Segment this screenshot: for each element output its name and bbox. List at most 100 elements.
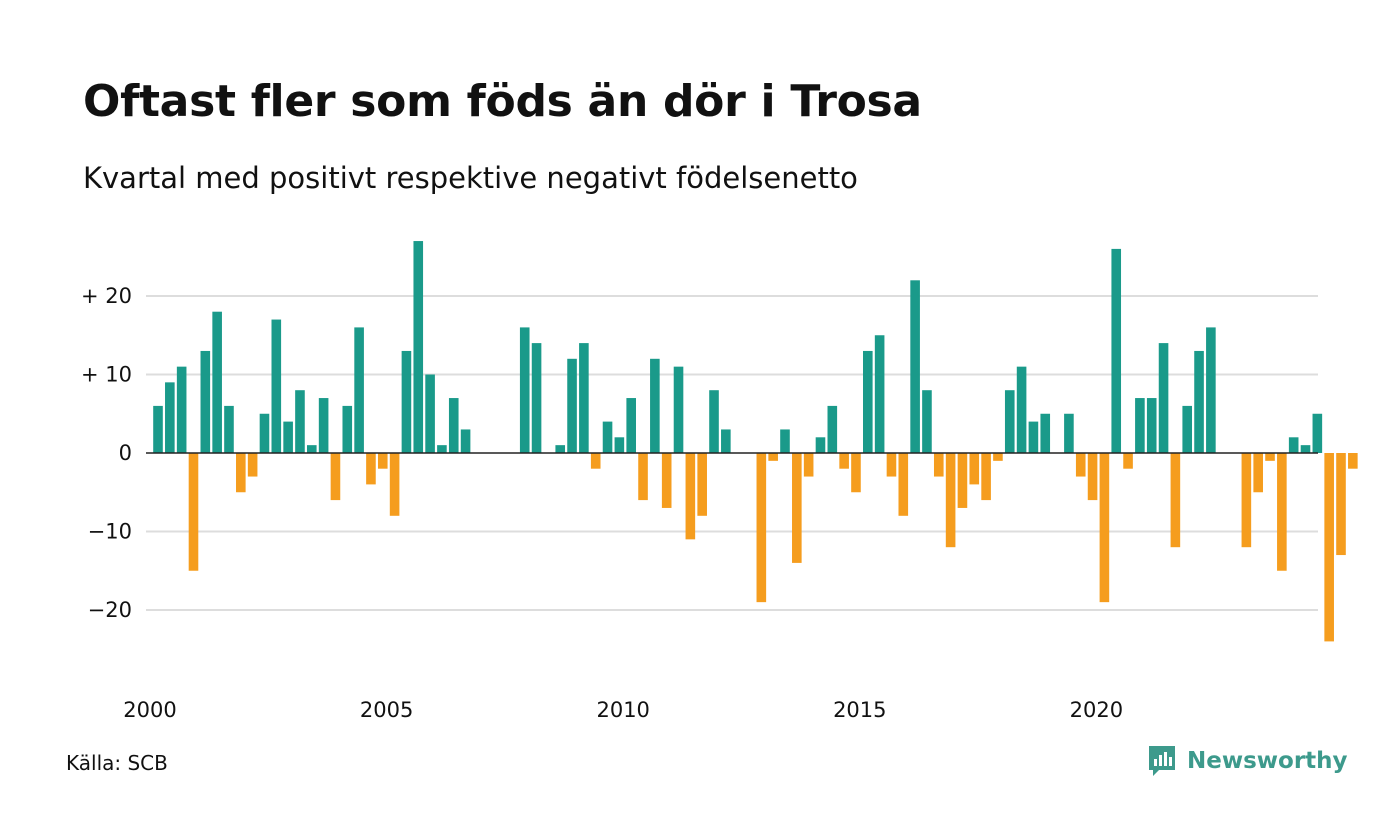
bar-positive xyxy=(1040,413,1051,453)
bar-positive xyxy=(1182,405,1193,453)
newsworthy-logo-icon xyxy=(1149,746,1175,776)
bar-positive xyxy=(863,350,873,453)
bar-positive xyxy=(1135,398,1145,453)
bar-negative xyxy=(1265,453,1275,461)
bar-positive xyxy=(212,311,222,453)
bar-negative xyxy=(886,453,897,477)
bar-positive xyxy=(1028,421,1039,453)
bar-negative xyxy=(1075,453,1086,477)
bar-negative xyxy=(969,453,980,485)
y-tick-label: 0 xyxy=(119,441,132,465)
bar-positive xyxy=(1158,343,1169,453)
bar-positive xyxy=(1194,350,1204,453)
bar-positive xyxy=(1004,390,1015,453)
bar-positive xyxy=(531,343,542,453)
bar-positive xyxy=(318,398,329,453)
bar-positive xyxy=(1300,445,1311,453)
bar-negative xyxy=(389,453,400,516)
bar-negative xyxy=(697,453,707,516)
y-tick-label: + 10 xyxy=(81,363,132,387)
y-tick-label: −20 xyxy=(88,598,132,622)
chart-title: Oftast fler som föds än dör i Trosa xyxy=(83,76,922,127)
bar-positive xyxy=(626,398,636,453)
bar-positive xyxy=(650,358,660,453)
bar-positive xyxy=(295,390,305,453)
bar-positive xyxy=(165,382,175,453)
bar-positive xyxy=(555,445,566,453)
bar-positive xyxy=(910,280,920,453)
bar-negative xyxy=(236,453,246,493)
bar-negative xyxy=(1324,453,1334,642)
bar-positive xyxy=(354,327,364,453)
x-tick-label: 2020 xyxy=(1070,698,1123,722)
bar-negative xyxy=(933,453,944,477)
bar-positive xyxy=(1312,413,1323,453)
bar-positive xyxy=(827,405,838,453)
bar-negative xyxy=(638,453,648,501)
bar-negative xyxy=(945,453,956,548)
bar-positive xyxy=(176,366,187,453)
bar-negative xyxy=(792,453,802,563)
bar-positive xyxy=(224,405,234,453)
bar-positive xyxy=(1016,366,1027,453)
bar-negative xyxy=(839,453,849,469)
bar-positive xyxy=(413,241,424,453)
bar-negative xyxy=(247,453,258,477)
bar-positive xyxy=(1288,437,1299,453)
bar-positive xyxy=(1206,327,1216,453)
bar-negative xyxy=(590,453,601,469)
bar-positive xyxy=(437,445,447,453)
bar-negative xyxy=(377,453,388,469)
brand-name: Newsworthy xyxy=(1187,748,1348,774)
bar-positive xyxy=(342,405,353,453)
bar-positive xyxy=(519,327,530,453)
bar-positive xyxy=(200,350,211,453)
bar-negative xyxy=(1123,453,1133,469)
bar-negative xyxy=(993,453,1003,461)
bar-negative xyxy=(366,453,376,485)
bar-negative xyxy=(957,453,968,508)
bar-negative xyxy=(661,453,672,508)
bar-negative xyxy=(756,453,767,603)
bar-positive xyxy=(283,421,293,453)
bar-positive xyxy=(425,374,435,453)
bar-negative xyxy=(1087,453,1098,501)
bar-negative xyxy=(1336,453,1346,556)
bar-negative xyxy=(188,453,199,571)
bar-positive xyxy=(614,437,625,453)
chart-subtitle: Kvartal med positivt respektive negativt… xyxy=(83,161,858,195)
bar-positive xyxy=(448,398,459,453)
bar-negative xyxy=(981,453,991,501)
bar-positive xyxy=(401,350,412,453)
bar-negative xyxy=(1099,453,1110,603)
bar-negative xyxy=(1348,453,1358,469)
bar-positive xyxy=(1111,248,1122,453)
y-tick-label: −10 xyxy=(88,520,132,544)
bar-negative xyxy=(898,453,909,516)
bar-positive xyxy=(721,429,731,453)
bar-positive xyxy=(780,429,790,453)
x-tick-label: 2010 xyxy=(596,698,649,722)
x-tick-label: 2015 xyxy=(833,698,886,722)
bar-positive xyxy=(271,319,282,453)
bar-negative xyxy=(768,453,778,461)
y-tick-label: + 20 xyxy=(81,284,132,308)
bar-negative xyxy=(685,453,696,540)
brand-logo: Newsworthy xyxy=(1147,744,1348,778)
x-tick-label: 2000 xyxy=(123,698,176,722)
bar-negative xyxy=(1253,453,1263,493)
bar-positive xyxy=(874,335,885,453)
bar-positive xyxy=(153,405,163,453)
bar-negative xyxy=(1170,453,1181,548)
bar-positive xyxy=(1064,413,1074,453)
bar-positive xyxy=(673,366,684,453)
bar-positive xyxy=(579,343,589,453)
source-note: Källa: SCB xyxy=(66,751,168,775)
bar-positive xyxy=(922,390,932,453)
bar-negative xyxy=(1241,453,1252,548)
bar-negative xyxy=(1277,453,1287,571)
bar-positive xyxy=(709,390,719,453)
bar-positive xyxy=(815,437,826,453)
